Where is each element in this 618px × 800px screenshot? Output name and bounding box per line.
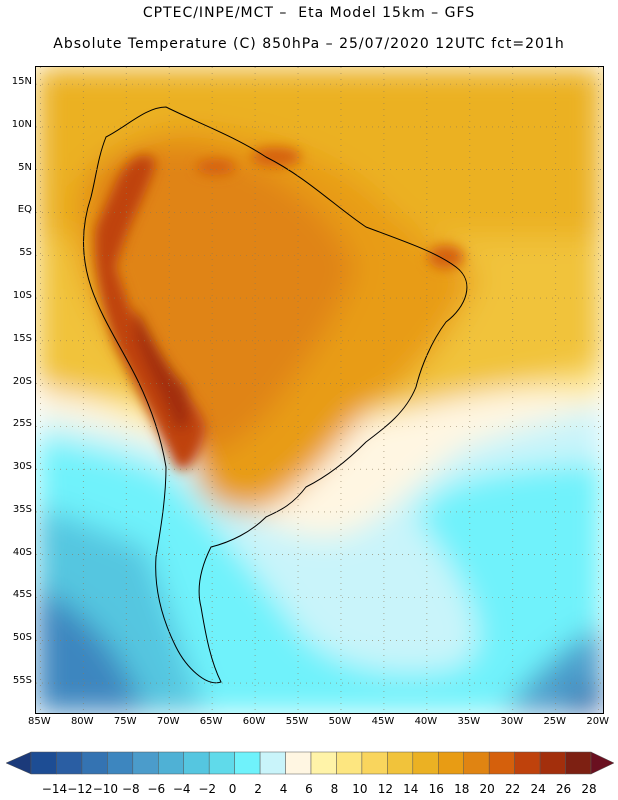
map-subtitle: Absolute Temperature (C) 850hPa – 25/07/… (53, 36, 565, 52)
colorbar-tick-label: 10 (352, 782, 368, 796)
colorbar-swatch (514, 751, 541, 775)
colorbar-swatch (539, 751, 566, 775)
longitude-label: 80W (70, 716, 94, 727)
longitude-label: 70W (156, 716, 180, 727)
colorbar-swatch (285, 751, 312, 775)
colorbar-swatch (336, 751, 363, 775)
latitude-label: 15N (11, 76, 32, 88)
colorbar-tick-label: 24 (530, 782, 546, 796)
andes-warm-band (94, 147, 464, 470)
temperature-field (36, 67, 603, 713)
colorbar-tick-label: 16 (428, 782, 444, 796)
latitude-label: 25S (12, 418, 32, 430)
temperature-map (35, 66, 604, 714)
colorbar-swatch (438, 751, 464, 775)
longitude-label: 20W (586, 716, 610, 727)
colorbar-tick-label: 0 (228, 782, 237, 796)
map-title: CPTEC/INPE/MCT – Eta Model 15km – GFS (142, 5, 476, 21)
colorbar-swatch (463, 751, 490, 775)
colorbar-tick-label: −6 (147, 782, 166, 796)
longitude-label: 45W (371, 716, 395, 727)
latitude-label: 20S (12, 375, 32, 387)
colorbar (5, 751, 615, 775)
colorbar-tick-label: 4 (279, 782, 288, 796)
colorbar-swatch (81, 751, 108, 775)
colorbar-swatch (208, 751, 235, 775)
colorbar-tick-label: 20 (479, 782, 495, 796)
longitude-label: 65W (199, 716, 223, 727)
latitude-label: 40S (12, 546, 32, 558)
longitude-label: 75W (113, 716, 137, 727)
colorbar-tick-label: 14 (403, 782, 419, 796)
longitude-label: 40W (414, 716, 438, 727)
longitude-label: 50W (328, 716, 352, 727)
colorbar-tick-label: 28 (581, 782, 597, 796)
colorbar-tick-label: 2 (254, 782, 262, 796)
colorbar-tick-label: 18 (454, 782, 470, 796)
latitude-label: 5S (19, 247, 32, 259)
colorbar-swatch (412, 751, 439, 775)
colorbar-tick-label: 8 (330, 782, 339, 796)
colorbar-swatch (310, 751, 337, 775)
longitude-label: 85W (27, 716, 51, 727)
colorbar-swatch (488, 751, 515, 775)
latitude-label: 35S (12, 503, 32, 515)
latitude-label: 55S (12, 675, 32, 687)
colorbar-tick-label: −14 (41, 782, 68, 796)
colorbar-swatch (183, 751, 210, 775)
colorbar-swatch (259, 751, 286, 775)
colorbar-swatch (132, 751, 159, 775)
longitude-label: 55W (285, 716, 309, 727)
latitude-label: 10S (12, 290, 32, 302)
latitude-label: 5N (18, 161, 32, 173)
colorbar-tick-label: 22 (504, 782, 521, 796)
colorbar-swatch (30, 751, 57, 775)
colorbar-swatch (361, 751, 388, 775)
longitude-label: 60W (242, 716, 266, 727)
colorbar-tick-label: −10 (92, 782, 119, 796)
colorbar-swatch (387, 751, 414, 775)
longitude-label: 25W (543, 716, 567, 727)
colorbar-tick-label: 6 (305, 782, 313, 796)
latitude-label: 10N (11, 118, 32, 130)
latitude-label: 30S (12, 461, 32, 473)
colorbar-tick-label: −4 (172, 782, 191, 796)
latitude-label: 15S (12, 332, 32, 344)
colorbar-high-arrow (590, 751, 615, 775)
colorbar-tick-label: 26 (555, 782, 572, 796)
colorbar-tick-label: −12 (67, 782, 93, 796)
latitude-label: 45S (12, 589, 32, 601)
latitude-label: 50S (12, 632, 32, 644)
longitude-label: 30W (500, 716, 524, 727)
colorbar-swatch (234, 751, 261, 775)
colorbar-tick-label: −8 (121, 782, 140, 796)
colorbar-swatch (107, 751, 134, 775)
map-canvas (36, 67, 603, 713)
colorbar-tick-label: 12 (377, 782, 393, 796)
colorbar-swatch (56, 751, 83, 775)
colorbar-swatch (565, 751, 592, 775)
latitude-label: EQ (17, 204, 32, 216)
continent-outline (83, 106, 468, 684)
colorbar-low-arrow (5, 751, 32, 775)
colorbar-tick-label: −2 (198, 782, 217, 796)
longitude-label: 35W (457, 716, 481, 727)
colorbar-swatch (158, 751, 184, 775)
